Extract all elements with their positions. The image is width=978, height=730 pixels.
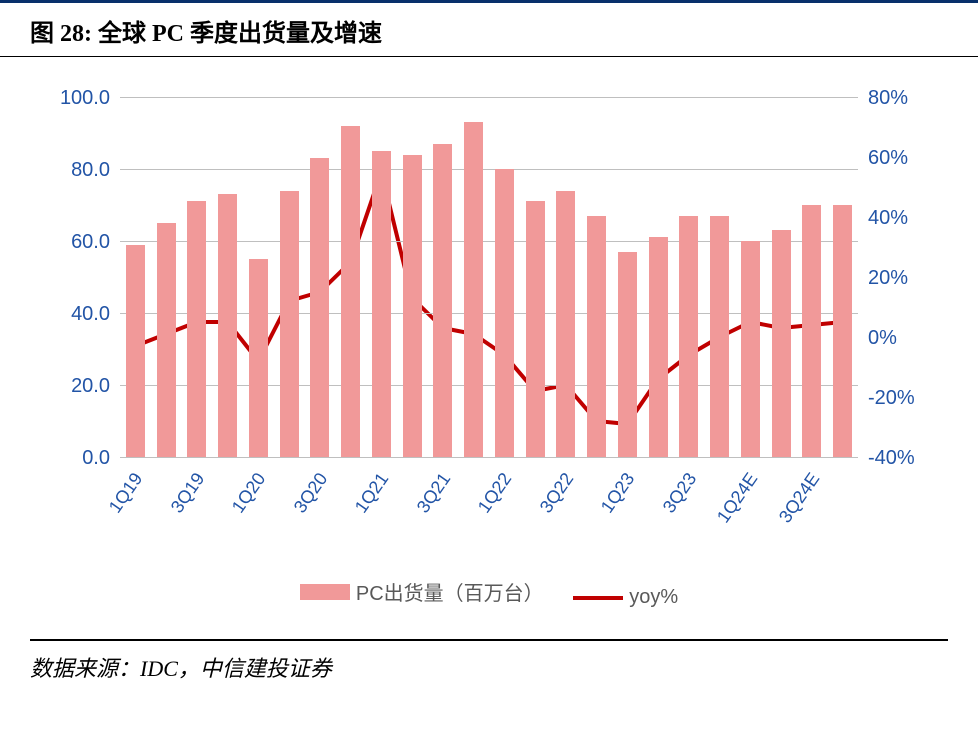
chart-area: 0.0 20.0 40.0 60.0 80.0 100.0 -40% -20% 0% 20% 40%… xyxy=(40,87,938,507)
y-left-tick: 20.0 xyxy=(71,375,110,398)
bar xyxy=(679,216,698,457)
y-left-tick: 80.0 xyxy=(71,159,110,182)
bar xyxy=(587,216,606,457)
y-right-tick: -20% xyxy=(868,387,915,410)
chart-title: 图 28: 全球 PC 季度出货量及增速 xyxy=(30,21,382,47)
bar xyxy=(187,201,206,457)
title-bar: 图 28: 全球 PC 季度出货量及增速 xyxy=(0,0,978,57)
legend-swatch-line xyxy=(573,596,623,600)
bar xyxy=(802,205,821,457)
bar xyxy=(741,241,760,457)
y-left-tick: 40.0 xyxy=(71,303,110,326)
bar xyxy=(649,237,668,457)
x-tick: 1Q21 xyxy=(351,469,393,517)
x-tick: 3Q23 xyxy=(659,469,701,517)
x-tick: 3Q21 xyxy=(413,469,455,517)
gridline xyxy=(120,169,858,170)
bar xyxy=(433,144,452,457)
bar xyxy=(403,155,422,457)
bar xyxy=(833,205,852,457)
x-tick: 1Q24E xyxy=(713,469,762,527)
x-tick: 1Q20 xyxy=(228,469,270,517)
bar xyxy=(157,223,176,457)
bar xyxy=(464,122,483,457)
bar xyxy=(772,230,791,457)
bar xyxy=(618,252,637,457)
legend-item-line: yoy% xyxy=(573,586,678,609)
y-right-tick: 40% xyxy=(868,207,908,230)
bar xyxy=(710,216,729,457)
y-left-tick: 60.0 xyxy=(71,231,110,254)
y-right-tick: -40% xyxy=(868,447,915,470)
gridline xyxy=(120,457,858,458)
legend-label-line: yoy% xyxy=(629,586,678,609)
bar xyxy=(372,151,391,457)
bar xyxy=(310,158,329,457)
legend-item-bars: PC出货量（百万台） xyxy=(300,577,544,606)
gridline xyxy=(120,97,858,98)
bar xyxy=(126,245,145,457)
bar xyxy=(341,126,360,457)
legend-label-bars: PC出货量（百万台） xyxy=(356,577,544,606)
yoy-line xyxy=(135,172,842,424)
legend-swatch-bar xyxy=(300,584,350,600)
y-right-tick: 60% xyxy=(868,147,908,170)
legend: PC出货量（百万台） yoy% xyxy=(0,577,978,609)
plot-region: 0.020.040.060.080.0100.0-40%-20%0%20%40%… xyxy=(120,97,858,457)
bar xyxy=(526,201,545,457)
bar xyxy=(280,191,299,457)
source-text: 数据来源：IDC，中信建投证券 xyxy=(30,656,332,681)
x-tick: 3Q22 xyxy=(536,469,578,517)
x-tick: 3Q19 xyxy=(167,469,209,517)
bar xyxy=(495,169,514,457)
y-right-tick: 0% xyxy=(868,327,897,350)
y-right-tick: 80% xyxy=(868,87,908,110)
bar xyxy=(249,259,268,457)
x-tick: 3Q24E xyxy=(775,469,824,527)
figure-container: 图 28: 全球 PC 季度出货量及增速 0.0 20.0 40.0 60.0 80.0… xyxy=(0,0,978,730)
x-tick: 1Q23 xyxy=(597,469,639,517)
y-left-tick: 100.0 xyxy=(60,87,110,110)
x-tick: 1Q22 xyxy=(474,469,516,517)
x-tick: 3Q20 xyxy=(290,469,332,517)
bar xyxy=(556,191,575,457)
y-left-tick: 0.0 xyxy=(82,447,110,470)
x-tick: 1Q19 xyxy=(105,469,147,517)
y-right-tick: 20% xyxy=(868,267,908,290)
bar xyxy=(218,194,237,457)
source-footer: 数据来源：IDC，中信建投证券 xyxy=(30,639,948,683)
